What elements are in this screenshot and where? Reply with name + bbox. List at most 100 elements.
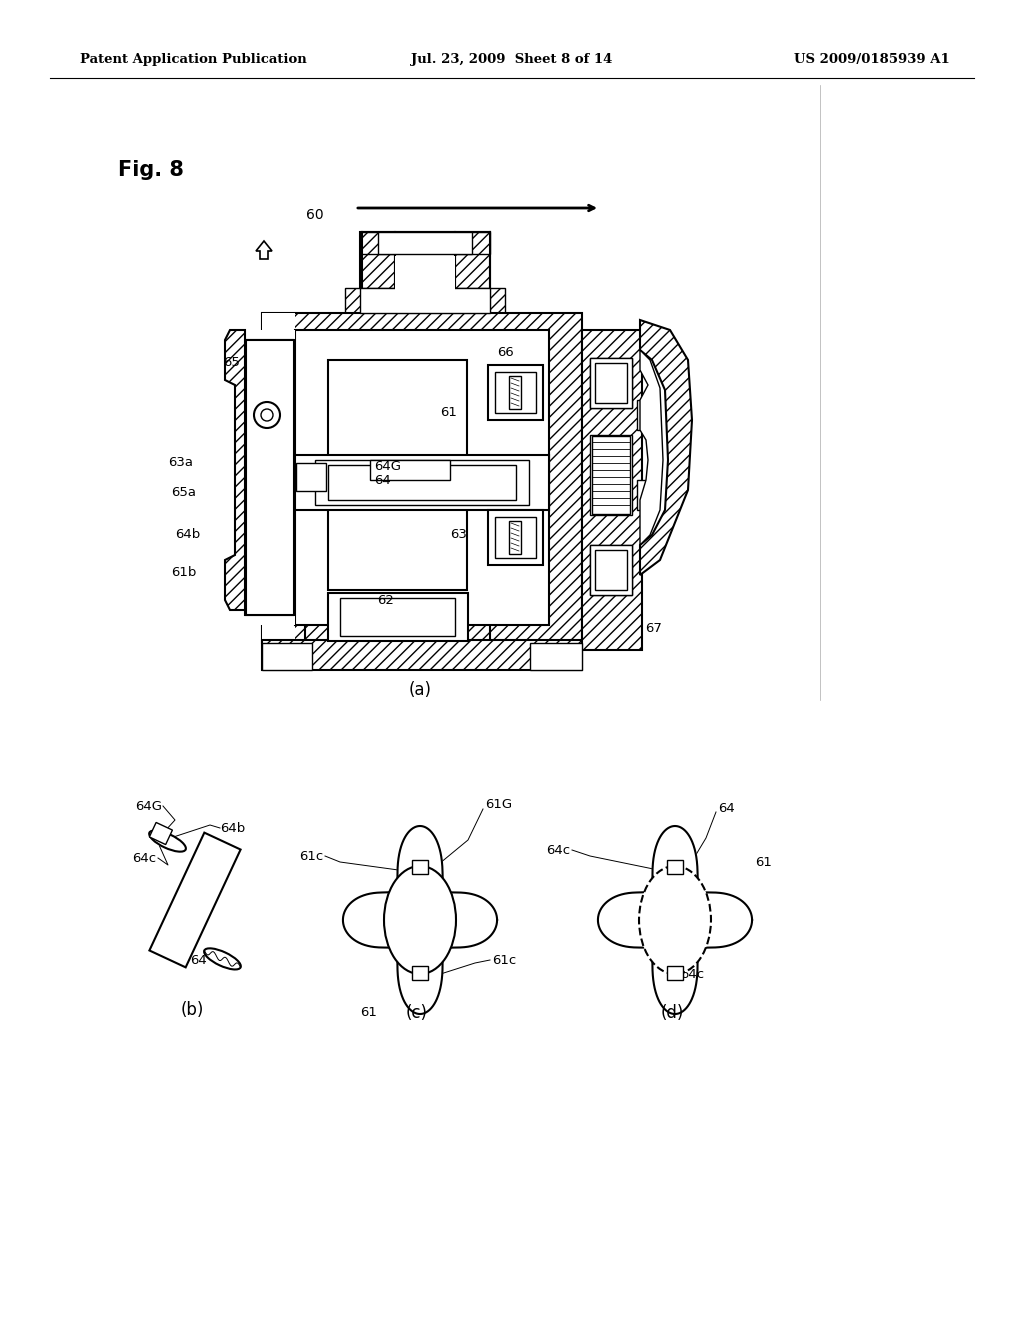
Bar (412, 966, 428, 979)
Bar (509, 376, 521, 409)
Bar (592, 436, 630, 513)
Text: (c): (c) (406, 1005, 428, 1022)
Bar (378, 232, 472, 253)
Bar (315, 459, 529, 506)
Ellipse shape (204, 948, 241, 969)
Bar (488, 366, 543, 420)
Bar (595, 363, 627, 403)
Text: 61c: 61c (492, 953, 516, 966)
Bar (637, 480, 649, 510)
Text: 64G: 64G (135, 800, 162, 813)
Text: 64b: 64b (175, 528, 200, 541)
Text: Jul. 23, 2009  Sheet 8 of 14: Jul. 23, 2009 Sheet 8 of 14 (412, 54, 612, 66)
Bar (328, 593, 468, 642)
Bar (595, 550, 627, 590)
Text: 64b: 64b (220, 821, 246, 834)
Text: 64: 64 (718, 801, 735, 814)
Bar (590, 436, 632, 515)
Bar (262, 640, 582, 671)
Polygon shape (598, 826, 752, 1014)
Bar (637, 400, 649, 430)
Bar (246, 341, 294, 615)
Bar (488, 366, 543, 420)
Text: 63: 63 (450, 528, 467, 541)
Text: 61c: 61c (299, 850, 323, 862)
Text: 60: 60 (306, 209, 324, 222)
Ellipse shape (384, 866, 456, 974)
Bar (295, 455, 549, 510)
Text: 64c: 64c (680, 969, 705, 982)
Text: 62: 62 (377, 594, 394, 606)
Bar (354, 383, 440, 566)
Polygon shape (343, 826, 497, 1014)
Text: 61G: 61G (485, 799, 512, 812)
Bar (296, 528, 326, 553)
Text: 65: 65 (223, 355, 240, 368)
Bar (262, 643, 312, 671)
Text: Fig. 8: Fig. 8 (118, 160, 184, 180)
Bar (336, 368, 458, 581)
Text: (b): (b) (180, 1001, 204, 1019)
Bar (240, 330, 295, 624)
Bar (590, 358, 632, 408)
Text: 65a: 65a (171, 487, 196, 499)
Bar (590, 545, 632, 595)
Bar (590, 545, 632, 595)
Text: US 2009/0185939 A1: US 2009/0185939 A1 (795, 54, 950, 66)
Bar (295, 330, 549, 624)
Bar (395, 256, 455, 312)
Bar (395, 232, 455, 312)
Bar (412, 861, 428, 874)
Polygon shape (256, 242, 272, 259)
Polygon shape (150, 822, 172, 845)
Ellipse shape (639, 866, 711, 974)
Bar (305, 590, 490, 645)
Bar (262, 313, 295, 643)
Bar (370, 459, 450, 480)
Bar (296, 463, 326, 491)
Bar (245, 341, 293, 615)
Bar (305, 341, 490, 610)
Bar (582, 330, 642, 649)
Text: 64: 64 (190, 953, 207, 966)
Circle shape (254, 403, 280, 428)
Bar (509, 521, 521, 554)
Text: (a): (a) (409, 681, 431, 700)
Bar (455, 232, 490, 312)
Text: 64G: 64G (374, 461, 401, 474)
Text: 61: 61 (440, 405, 457, 418)
Text: 64c: 64c (132, 851, 156, 865)
Bar (590, 358, 632, 408)
Text: 67: 67 (645, 622, 662, 635)
Text: (d): (d) (660, 1005, 684, 1022)
Bar (360, 288, 490, 313)
Bar (262, 313, 582, 643)
Bar (667, 861, 683, 874)
Bar (488, 510, 543, 565)
Text: Patent Application Publication: Patent Application Publication (80, 54, 307, 66)
Bar (296, 463, 326, 491)
Bar (296, 469, 326, 492)
Bar (530, 643, 582, 671)
Bar (488, 510, 543, 565)
Text: 61: 61 (360, 1006, 377, 1019)
Bar (340, 598, 455, 636)
Text: 63a: 63a (168, 455, 193, 469)
Bar (345, 288, 505, 313)
Bar (360, 232, 490, 253)
Text: 66: 66 (497, 346, 514, 359)
Bar (360, 232, 395, 312)
Bar (328, 465, 516, 500)
Bar (495, 517, 536, 558)
Polygon shape (640, 319, 692, 576)
Polygon shape (640, 350, 663, 545)
Bar (495, 372, 536, 413)
Bar (667, 966, 683, 979)
Text: 64c: 64c (546, 843, 570, 857)
Ellipse shape (150, 830, 186, 851)
Polygon shape (150, 833, 241, 968)
Bar (295, 455, 549, 510)
Polygon shape (225, 330, 245, 610)
Text: 64: 64 (374, 474, 391, 487)
Text: 61b: 61b (171, 565, 196, 578)
